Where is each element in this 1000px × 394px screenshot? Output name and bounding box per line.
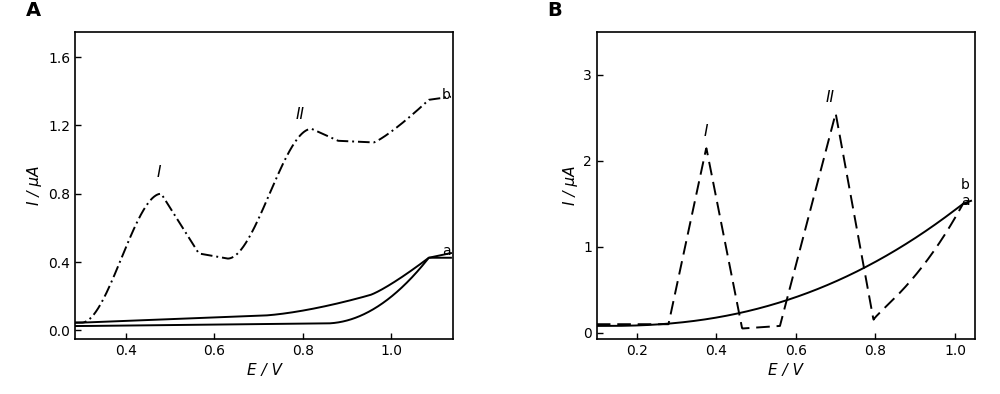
Text: B: B <box>548 1 562 20</box>
X-axis label: E / V: E / V <box>768 363 803 378</box>
Y-axis label: I / μA: I / μA <box>27 165 42 205</box>
Text: a: a <box>961 194 970 208</box>
Text: II: II <box>825 90 834 105</box>
Y-axis label: I / μA: I / μA <box>563 165 578 205</box>
Text: I: I <box>157 165 161 180</box>
Text: b: b <box>961 178 970 192</box>
X-axis label: E / V: E / V <box>247 363 282 378</box>
Text: b: b <box>442 88 451 102</box>
Text: A: A <box>26 1 41 20</box>
Text: II: II <box>296 107 305 122</box>
Text: a: a <box>442 244 451 258</box>
Text: I: I <box>704 124 709 139</box>
